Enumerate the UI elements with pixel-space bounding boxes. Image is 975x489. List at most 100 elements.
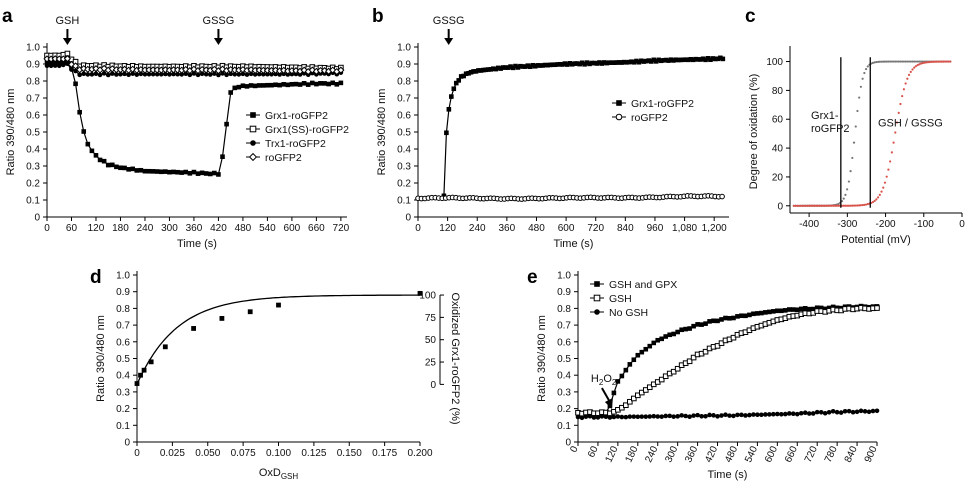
data-point	[667, 413, 672, 419]
data-point	[141, 367, 147, 373]
data-point	[463, 71, 469, 77]
data-point	[794, 411, 800, 417]
data-point	[708, 57, 713, 63]
data-point	[624, 60, 629, 65]
data-point	[683, 413, 688, 419]
data-point	[93, 71, 99, 77]
y-axis-label: Ratio 390/480 nm	[536, 315, 548, 402]
data-point	[767, 309, 772, 315]
data-point	[232, 71, 238, 77]
data-point	[276, 302, 281, 308]
y-tick-label: 0.2	[397, 179, 411, 190]
data-point	[326, 81, 331, 87]
data-point	[703, 413, 708, 419]
data-point	[690, 354, 697, 361]
y-tick-label: 0.2	[26, 179, 40, 190]
data-point	[818, 410, 824, 415]
data-point	[667, 332, 672, 338]
data-point	[751, 311, 756, 317]
data-point	[834, 204, 837, 207]
data-point	[818, 305, 824, 311]
data-point	[873, 199, 876, 202]
data-point	[830, 204, 833, 207]
data-point	[183, 71, 189, 77]
data-point	[715, 318, 720, 324]
y-tick-label: 0.9	[397, 60, 411, 71]
data-point	[334, 82, 340, 87]
data-point	[224, 121, 229, 127]
data-point	[148, 359, 154, 365]
x-tick-label: 0.175	[372, 448, 397, 459]
data-point	[775, 308, 780, 314]
data-point	[700, 56, 706, 62]
data-point	[191, 326, 196, 331]
y-tick-label: 1.0	[557, 271, 571, 282]
y-tick-label: 80	[772, 86, 784, 97]
x-tick-label: 120	[604, 444, 621, 464]
right-tick-label: 100	[419, 291, 436, 302]
data-point	[874, 305, 880, 311]
data-point	[478, 68, 484, 73]
data-point	[285, 82, 291, 88]
data-point	[97, 72, 103, 78]
data-point	[594, 281, 600, 287]
data-point	[468, 69, 474, 75]
data-point	[798, 410, 804, 416]
data-point	[651, 340, 657, 346]
data-point	[641, 59, 647, 64]
data-point	[875, 198, 878, 201]
data-point	[63, 55, 72, 63]
data-point	[803, 204, 806, 207]
data-point	[634, 58, 639, 64]
chart-c: -400 -300 -200 -100 0 0 20 40 60 80 100 Potential (…	[748, 46, 965, 246]
data-point	[126, 167, 131, 172]
x-tick-label: 300	[663, 444, 680, 464]
data-point	[920, 62, 923, 65]
data-point	[703, 321, 708, 326]
data-point	[631, 414, 637, 419]
x-tick-label: 0	[134, 448, 140, 459]
data-point	[889, 160, 892, 163]
data-point	[871, 200, 875, 204]
data-point	[806, 411, 812, 416]
data-point	[859, 204, 863, 207]
data-point	[864, 203, 868, 206]
data-point	[627, 414, 633, 419]
data-point	[844, 193, 847, 196]
data-point	[828, 204, 832, 207]
data-point	[895, 121, 899, 124]
y-tick-label: 0.1	[557, 421, 571, 432]
data-point	[854, 204, 857, 207]
data-point	[739, 412, 744, 418]
data-point	[832, 204, 835, 207]
x-tick-label: 0	[44, 223, 50, 234]
data-point	[190, 65, 198, 73]
data-point	[493, 66, 499, 72]
data-point	[619, 414, 625, 420]
data-point	[899, 60, 902, 63]
y-tick-label: 0.9	[26, 60, 40, 71]
data-point	[458, 74, 464, 79]
data-point	[310, 80, 315, 86]
legend-label: Grx1(SS)-roGFP2	[265, 124, 349, 136]
data-point	[783, 308, 788, 313]
data-point	[786, 411, 792, 416]
y-tick-label: 0.6	[557, 337, 571, 348]
data-point	[552, 62, 558, 68]
data-point	[216, 172, 221, 177]
data-point	[866, 409, 872, 415]
data-point	[528, 64, 533, 70]
right-tick-label: 25	[425, 358, 437, 369]
data-point	[236, 72, 242, 77]
data-point	[510, 65, 516, 71]
data-point	[735, 314, 740, 319]
data-point	[250, 112, 256, 118]
y-tick-label: 0.6	[116, 337, 130, 348]
x-tick-label: 360	[683, 444, 700, 464]
data-point	[594, 309, 600, 315]
x-tick-label: 120	[88, 223, 105, 234]
data-point	[110, 71, 115, 76]
data-point	[126, 72, 131, 78]
data-point	[906, 60, 909, 63]
data-point	[731, 315, 736, 321]
